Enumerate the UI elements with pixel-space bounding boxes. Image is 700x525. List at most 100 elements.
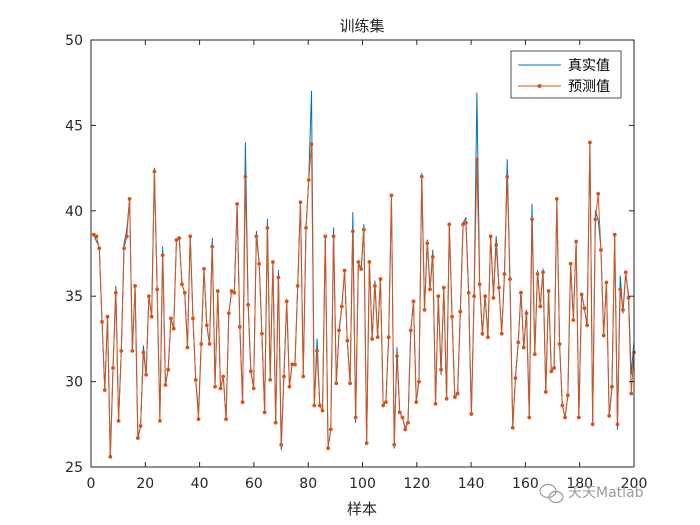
data-point-predicted <box>494 243 499 247</box>
data-point-predicted <box>452 395 457 399</box>
data-point-predicted <box>191 316 195 321</box>
y-tick-label: 35 <box>65 289 83 305</box>
data-point-predicted <box>447 222 452 227</box>
data-point-predicted <box>488 234 493 239</box>
data-point-predicted <box>568 261 573 266</box>
data-point-predicted <box>166 367 171 372</box>
data-point-predicted <box>271 260 275 264</box>
y-tick-label: 50 <box>65 33 83 49</box>
wechat-logo-icon <box>539 483 564 504</box>
data-point-predicted <box>516 340 521 345</box>
data-point-predicted <box>378 277 383 282</box>
data-point-predicted <box>455 391 460 396</box>
data-point-predicted <box>312 403 317 408</box>
data-point-predicted <box>133 284 138 288</box>
data-point-predicted <box>593 217 598 222</box>
data-point-predicted <box>508 277 512 282</box>
data-point-predicted <box>546 289 551 293</box>
x-tick-label: 100 <box>349 476 376 492</box>
data-point-predicted <box>361 227 366 232</box>
x-axis-ticks: 0 20 40 60 80 100 120 140 160 180 200 <box>87 40 647 492</box>
y-tick-label: 45 <box>65 118 83 134</box>
data-point-predicted <box>477 282 482 287</box>
data-point-predicted <box>345 338 350 343</box>
data-point-predicted <box>248 369 253 374</box>
data-point-predicted <box>384 400 388 404</box>
data-point-predicted <box>411 299 416 304</box>
data-point-predicted <box>538 304 543 309</box>
data-point-predicted <box>549 369 554 374</box>
data-point-predicted <box>284 299 289 304</box>
data-point-predicted <box>381 403 386 408</box>
data-point-predicted <box>497 285 501 290</box>
data-point-predicted <box>414 400 419 404</box>
data-point-predicted <box>301 374 306 379</box>
data-point-predicted <box>350 229 355 234</box>
data-point-predicted <box>527 415 532 420</box>
data-point-predicted <box>585 323 590 328</box>
x-tick-label: 160 <box>512 476 539 492</box>
data-point-predicted <box>543 389 548 394</box>
data-point-predicted <box>541 270 545 275</box>
data-point-predicted <box>582 306 587 311</box>
data-point-predicted <box>155 287 160 292</box>
data-point-predicted <box>610 384 614 389</box>
data-point-predicted <box>141 350 146 355</box>
chart-title: 训练集 <box>339 17 384 35</box>
data-point-predicted <box>290 362 295 367</box>
data-point-predicted <box>505 174 510 179</box>
data-point-predicted <box>257 261 262 266</box>
data-point-predicted <box>389 193 394 198</box>
data-point-predicted <box>513 376 518 381</box>
y-axis-ticks: 25 30 35 40 45 50 <box>65 33 634 476</box>
data-point-predicted <box>588 140 592 145</box>
data-point-predicted <box>458 309 463 314</box>
data-point-predicted <box>213 384 217 389</box>
data-point-predicted <box>202 266 206 271</box>
data-point-predicted <box>127 196 132 201</box>
data-point-predicted <box>287 384 292 389</box>
data-point-predicted <box>232 290 237 295</box>
watermark: 天天Matlab <box>539 483 644 504</box>
data-point-predicted <box>237 325 242 329</box>
data-point-predicted <box>97 246 102 251</box>
data-point-predicted <box>576 415 581 420</box>
data-point-predicted <box>331 234 336 239</box>
data-point-predicted <box>149 314 154 319</box>
data-point-predicted <box>259 331 264 336</box>
data-point-predicted <box>226 311 231 316</box>
data-point-predicted <box>532 352 537 357</box>
x-tick-label: 120 <box>403 476 430 492</box>
data-point-predicted <box>91 232 96 237</box>
data-point-predicted <box>265 225 270 230</box>
x-axis-title: 样本 <box>347 500 377 518</box>
data-point-predicted <box>430 255 435 259</box>
data-point-predicted <box>108 454 113 459</box>
data-point-predicted <box>590 422 595 427</box>
x-tick-label: 0 <box>87 476 96 492</box>
data-point-predicted <box>469 412 474 416</box>
data-point-predicted <box>130 348 135 353</box>
data-point-predicted <box>554 196 559 201</box>
data-point-predicted <box>601 333 606 338</box>
data-point-predicted <box>623 270 628 275</box>
data-point-predicted <box>439 367 443 372</box>
data-point-predicted <box>174 237 179 242</box>
data-point-predicted <box>94 234 99 239</box>
data-point-predicted <box>182 290 187 295</box>
data-point-predicted <box>235 202 239 206</box>
data-point-predicted <box>158 418 162 423</box>
data-point-predicted <box>480 331 485 336</box>
data-point-predicted <box>557 342 562 346</box>
data-point-predicted <box>326 446 330 451</box>
data-point-predicted <box>560 403 565 408</box>
data-point-predicted <box>262 410 267 415</box>
data-point-predicted <box>315 348 319 353</box>
y-tick-label: 40 <box>65 204 83 220</box>
data-point-predicted <box>428 287 432 292</box>
data-point-predicted <box>348 381 352 386</box>
data-point-predicted <box>422 307 427 312</box>
data-point-predicted <box>246 302 251 307</box>
data-point-predicted <box>574 239 579 244</box>
data-point-predicted <box>425 241 430 246</box>
